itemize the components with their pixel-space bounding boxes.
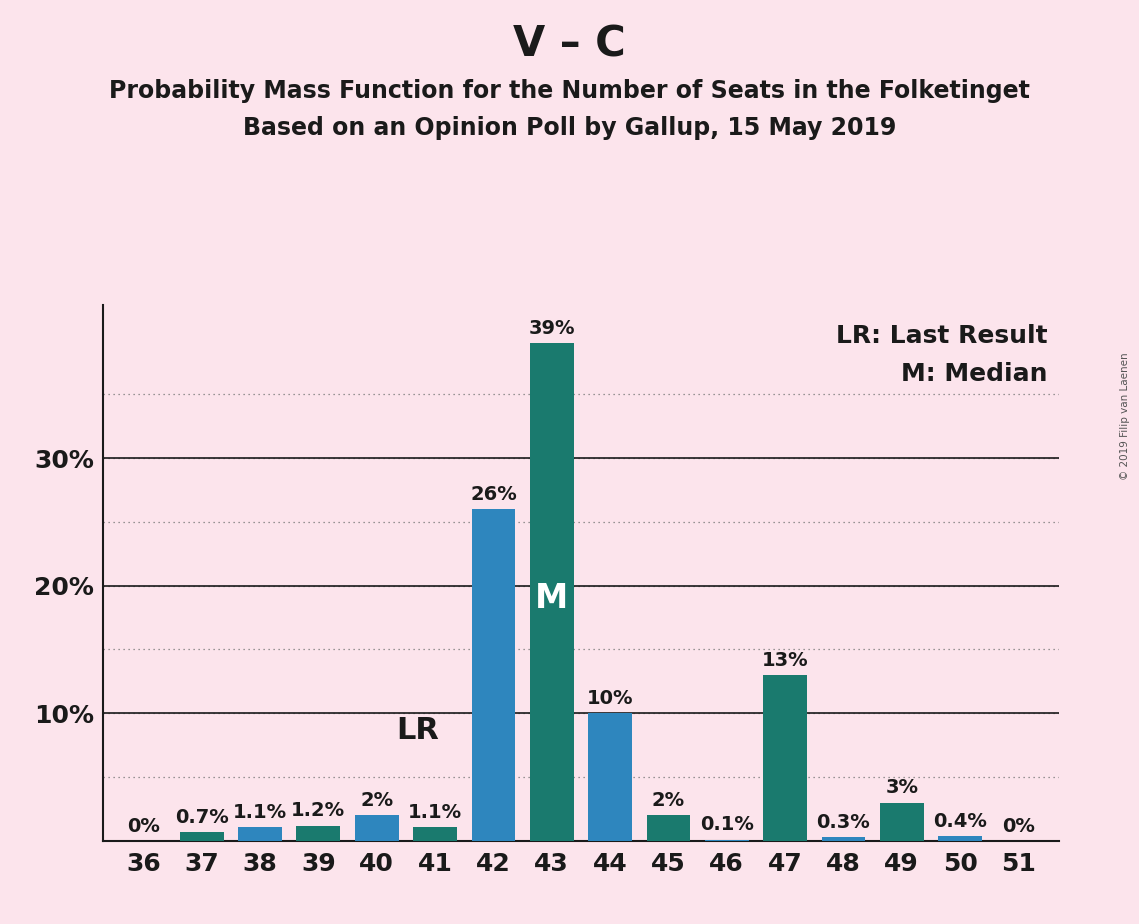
Text: 0.1%: 0.1% (699, 816, 754, 834)
Text: V – C: V – C (514, 23, 625, 65)
Text: 1.1%: 1.1% (233, 803, 287, 821)
Bar (238, 827, 282, 841)
Bar (355, 815, 399, 841)
Bar (588, 713, 632, 841)
Text: © 2019 Filip van Laenen: © 2019 Filip van Laenen (1120, 352, 1130, 480)
Text: 2%: 2% (652, 791, 685, 810)
Bar (821, 837, 866, 841)
Text: LR: LR (396, 716, 439, 745)
Bar (530, 343, 574, 841)
Text: 3%: 3% (885, 778, 918, 797)
Text: Based on an Opinion Poll by Gallup, 15 May 2019: Based on an Opinion Poll by Gallup, 15 M… (243, 116, 896, 140)
Bar (763, 675, 806, 841)
Bar (472, 509, 515, 841)
Text: 2%: 2% (360, 791, 393, 810)
Bar (647, 815, 690, 841)
Text: 1.2%: 1.2% (292, 801, 345, 821)
Text: 0.3%: 0.3% (817, 813, 870, 832)
Bar (413, 827, 457, 841)
Text: 39%: 39% (528, 319, 575, 338)
Bar (939, 835, 982, 841)
Bar (296, 825, 341, 841)
Text: 26%: 26% (470, 485, 517, 504)
Text: Probability Mass Function for the Number of Seats in the Folketinget: Probability Mass Function for the Number… (109, 79, 1030, 103)
Text: 0%: 0% (1002, 817, 1035, 835)
Text: 10%: 10% (587, 689, 633, 708)
Text: 13%: 13% (762, 650, 809, 670)
Text: M: M (535, 582, 568, 614)
Text: M: Median: M: Median (901, 362, 1048, 386)
Bar (180, 832, 223, 841)
Text: LR: Last Result: LR: Last Result (836, 324, 1048, 348)
Text: 0.7%: 0.7% (174, 808, 229, 827)
Bar (879, 803, 924, 841)
Text: 1.1%: 1.1% (408, 803, 462, 821)
Bar (705, 840, 748, 841)
Text: 0.4%: 0.4% (933, 811, 988, 831)
Text: 0%: 0% (126, 817, 159, 835)
